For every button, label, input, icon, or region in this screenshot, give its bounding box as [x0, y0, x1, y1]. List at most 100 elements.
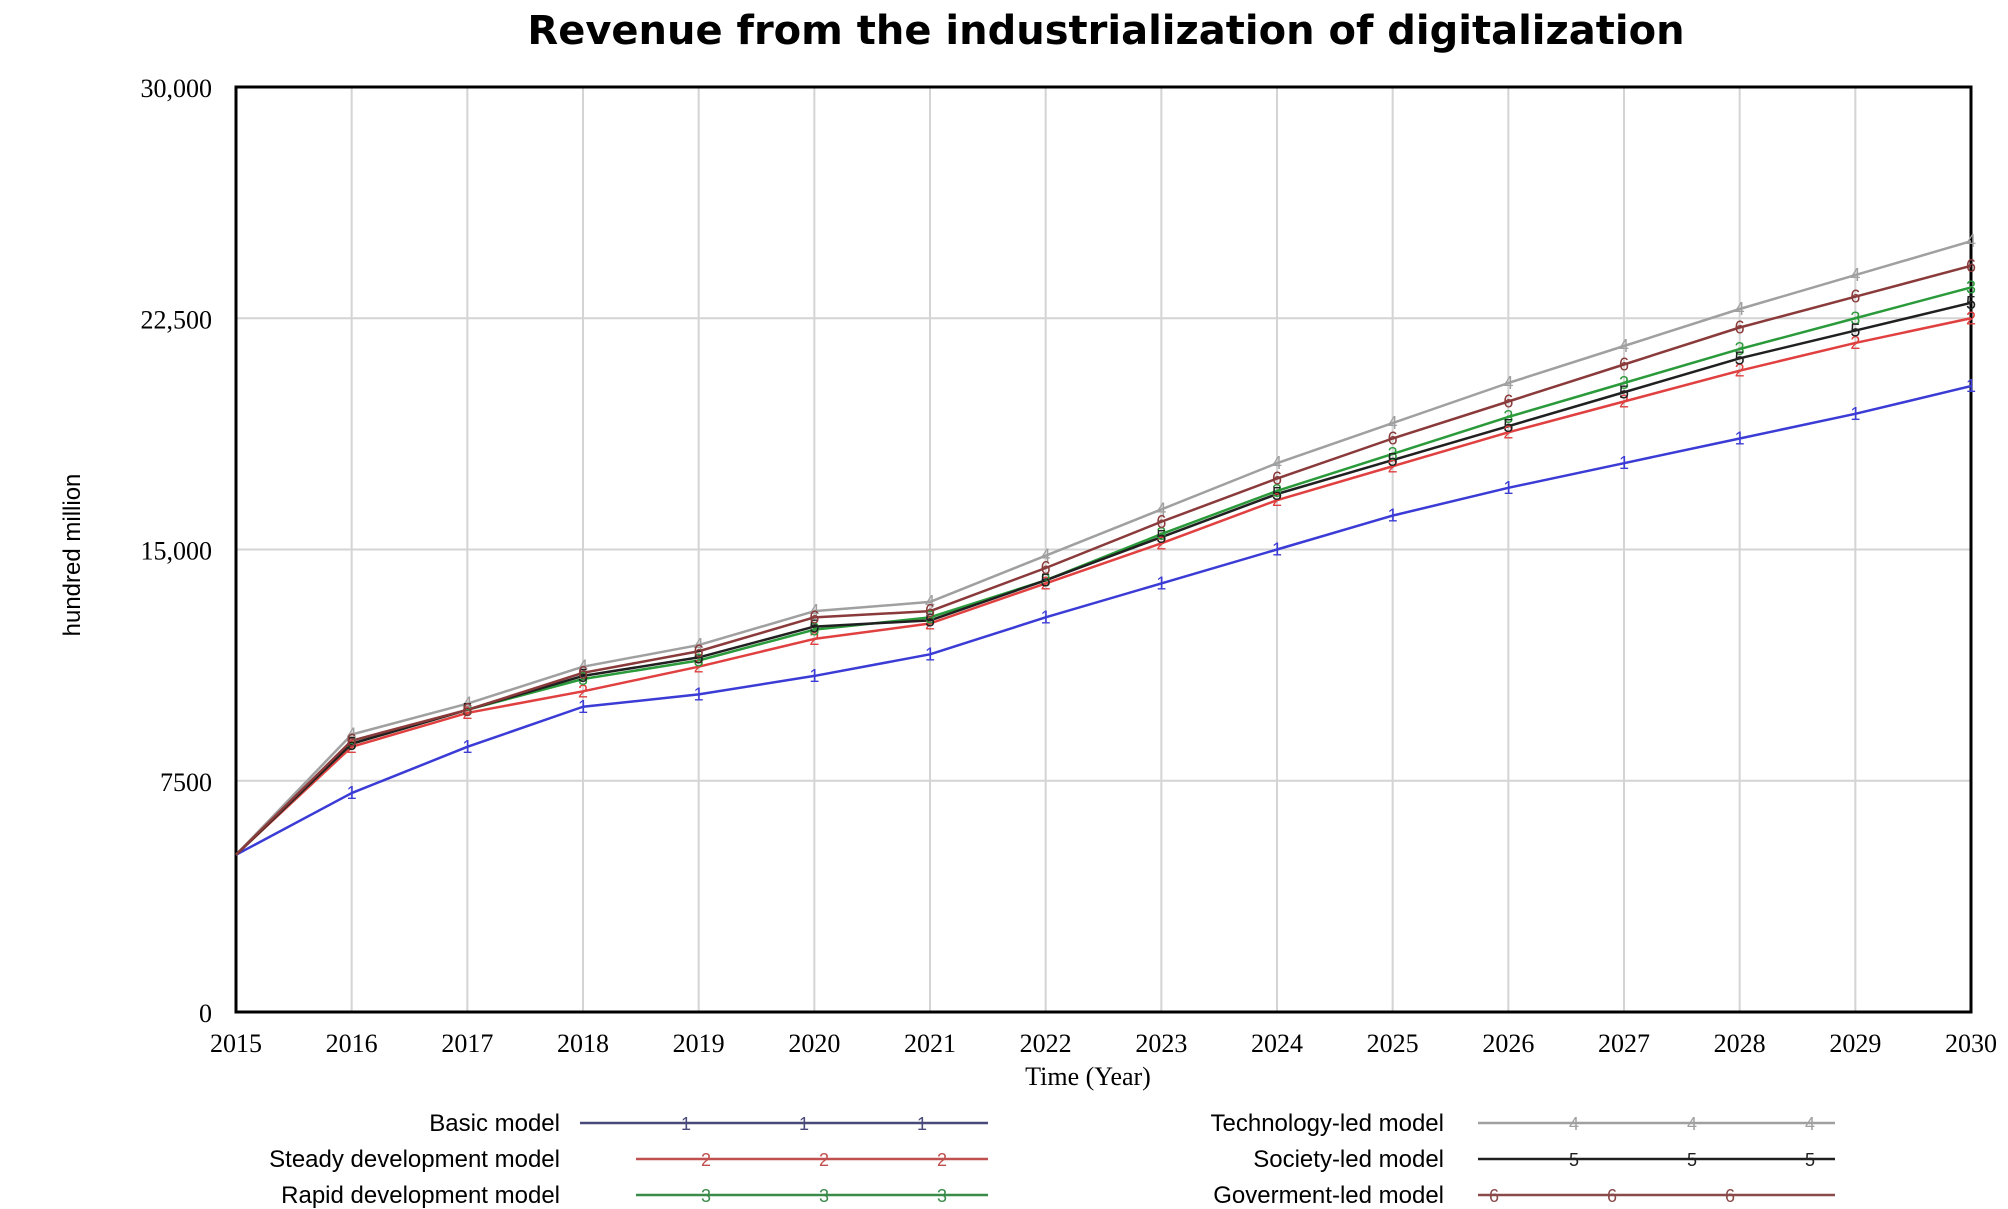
series-4-marker: 4 [1503, 373, 1513, 393]
series-6-marker: 6 [1156, 512, 1166, 532]
legend-marker-5: 5 [1569, 1150, 1579, 1170]
plot-frame [234, 85, 1973, 1014]
series-3-marker: 3 [925, 607, 935, 627]
x-tick-label: 2023 [1135, 1029, 1187, 1058]
series-5-marker: 5 [1272, 484, 1282, 504]
y-tick-label: 0 [199, 999, 212, 1028]
legend-marker-5: 5 [1805, 1150, 1815, 1170]
series-3-marker: 3 [578, 669, 588, 689]
series-1-marker: 1 [809, 666, 819, 686]
legend-marker-3: 3 [937, 1186, 947, 1206]
series-4-marker: 4 [462, 694, 472, 714]
x-tick-label: 2016 [326, 1029, 378, 1058]
y-tick-label: 30,000 [141, 74, 213, 103]
series-2-marker: 2 [578, 681, 588, 701]
x-tick-label: 2020 [788, 1029, 840, 1058]
series-6-marker: 6 [347, 731, 357, 751]
legend: Basic model 1 1 1 Steady development model 2 2… [269, 1110, 1835, 1209]
grid [236, 87, 1971, 1012]
series-2-marker: 2 [1388, 456, 1398, 476]
x-tick-label: 2026 [1482, 1029, 1534, 1058]
series-6-marker: 6 [1850, 287, 1860, 307]
series-3-marker: 3 [1966, 277, 1976, 297]
legend-label-3: Rapid development model [281, 1182, 560, 1209]
series-2-marker: 2 [1850, 333, 1860, 353]
series-4-marker: 4 [694, 635, 704, 655]
series-line-4 [235, 239, 1972, 856]
legend-marker-4: 4 [1569, 1114, 1579, 1134]
series-3-marker: 3 [1041, 570, 1051, 590]
series-5-marker: 5 [1619, 382, 1629, 402]
legend-marker-6: 6 [1489, 1186, 1499, 1206]
series-2-marker: 2 [1619, 392, 1629, 412]
chart-title: Revenue from the industrialization of di… [527, 8, 1684, 54]
series-6-marker: 6 [1503, 392, 1513, 412]
series-lines [235, 239, 1972, 856]
series-5-marker: 5 [1041, 570, 1051, 590]
series-5-marker: 5 [1735, 348, 1745, 368]
legend-marker-1: 1 [681, 1114, 691, 1134]
series-3-marker: 3 [694, 651, 704, 671]
legend-marker-3: 3 [819, 1186, 829, 1206]
x-tick-label: 2015 [210, 1029, 262, 1058]
x-tick-label: 2029 [1829, 1029, 1881, 1058]
series-2-marker: 2 [1966, 308, 1976, 328]
legend-label-1: Basic model [429, 1110, 560, 1137]
series-5-marker: 5 [809, 617, 819, 637]
legend-marker-2: 2 [819, 1150, 829, 1170]
series-2-marker: 2 [809, 629, 819, 649]
series-1-marker: 1 [925, 644, 935, 664]
series-4-marker: 4 [578, 657, 588, 677]
series-2-marker: 2 [462, 703, 472, 723]
series-1-marker: 1 [1850, 404, 1860, 424]
series-4-marker: 4 [1272, 453, 1282, 473]
series-6-marker: 6 [809, 607, 819, 627]
x-axis-label: Time (Year) [1025, 1062, 1151, 1091]
x-tick-label: 2018 [557, 1029, 609, 1058]
series-4-marker: 4 [809, 601, 819, 621]
series-4-marker: 4 [1735, 299, 1745, 319]
series-6-marker: 6 [1966, 256, 1976, 276]
series-4-marker: 4 [1041, 546, 1051, 566]
series-1-marker: 1 [694, 684, 704, 704]
series-5-marker: 5 [1503, 416, 1513, 436]
x-tick-label: 2017 [441, 1029, 493, 1058]
series-6-marker: 6 [1388, 429, 1398, 449]
x-tick-label: 2027 [1598, 1029, 1650, 1058]
series-4-marker: 4 [347, 725, 357, 745]
series-1-marker: 1 [1966, 376, 1976, 396]
series-1-marker: 1 [1388, 506, 1398, 526]
series-5-marker: 5 [1388, 450, 1398, 470]
series-3-marker: 3 [347, 734, 357, 754]
series-1-marker: 1 [347, 783, 357, 803]
series-line-6 [235, 264, 1972, 856]
legend-marker-3: 3 [701, 1186, 711, 1206]
series-5-marker: 5 [925, 610, 935, 630]
series-6-marker: 6 [462, 700, 472, 720]
series-6-marker: 6 [578, 663, 588, 683]
series-2-marker: 2 [1503, 422, 1513, 442]
series-4-marker: 4 [1156, 499, 1166, 519]
legend-marker-5: 5 [1687, 1150, 1697, 1170]
y-axis-label: hundred million [59, 474, 86, 637]
series-3-marker: 3 [1619, 373, 1629, 393]
series-2-marker: 2 [694, 657, 704, 677]
series-4-marker: 4 [1850, 265, 1860, 285]
series-5-marker: 5 [694, 647, 704, 667]
x-tick-label: 2024 [1251, 1029, 1303, 1058]
series-2-marker: 2 [1735, 361, 1745, 381]
series-1-marker: 1 [1503, 478, 1513, 498]
series-1-marker: 1 [1619, 453, 1629, 473]
legend-marker-1: 1 [799, 1114, 809, 1134]
series-2-marker: 2 [347, 737, 357, 757]
series-4-marker: 4 [1966, 231, 1976, 251]
series-line-5 [235, 301, 1972, 856]
series-3-marker: 3 [1850, 308, 1860, 328]
legend-marker-1: 1 [917, 1114, 927, 1134]
series-5-marker: 5 [347, 734, 357, 754]
series-line-3 [235, 286, 1972, 856]
legend-marker-4: 4 [1687, 1114, 1697, 1134]
legend-label-5: Society-led model [1253, 1146, 1444, 1173]
series-6-marker: 6 [1041, 558, 1051, 578]
legend-marker-4: 4 [1805, 1114, 1815, 1134]
